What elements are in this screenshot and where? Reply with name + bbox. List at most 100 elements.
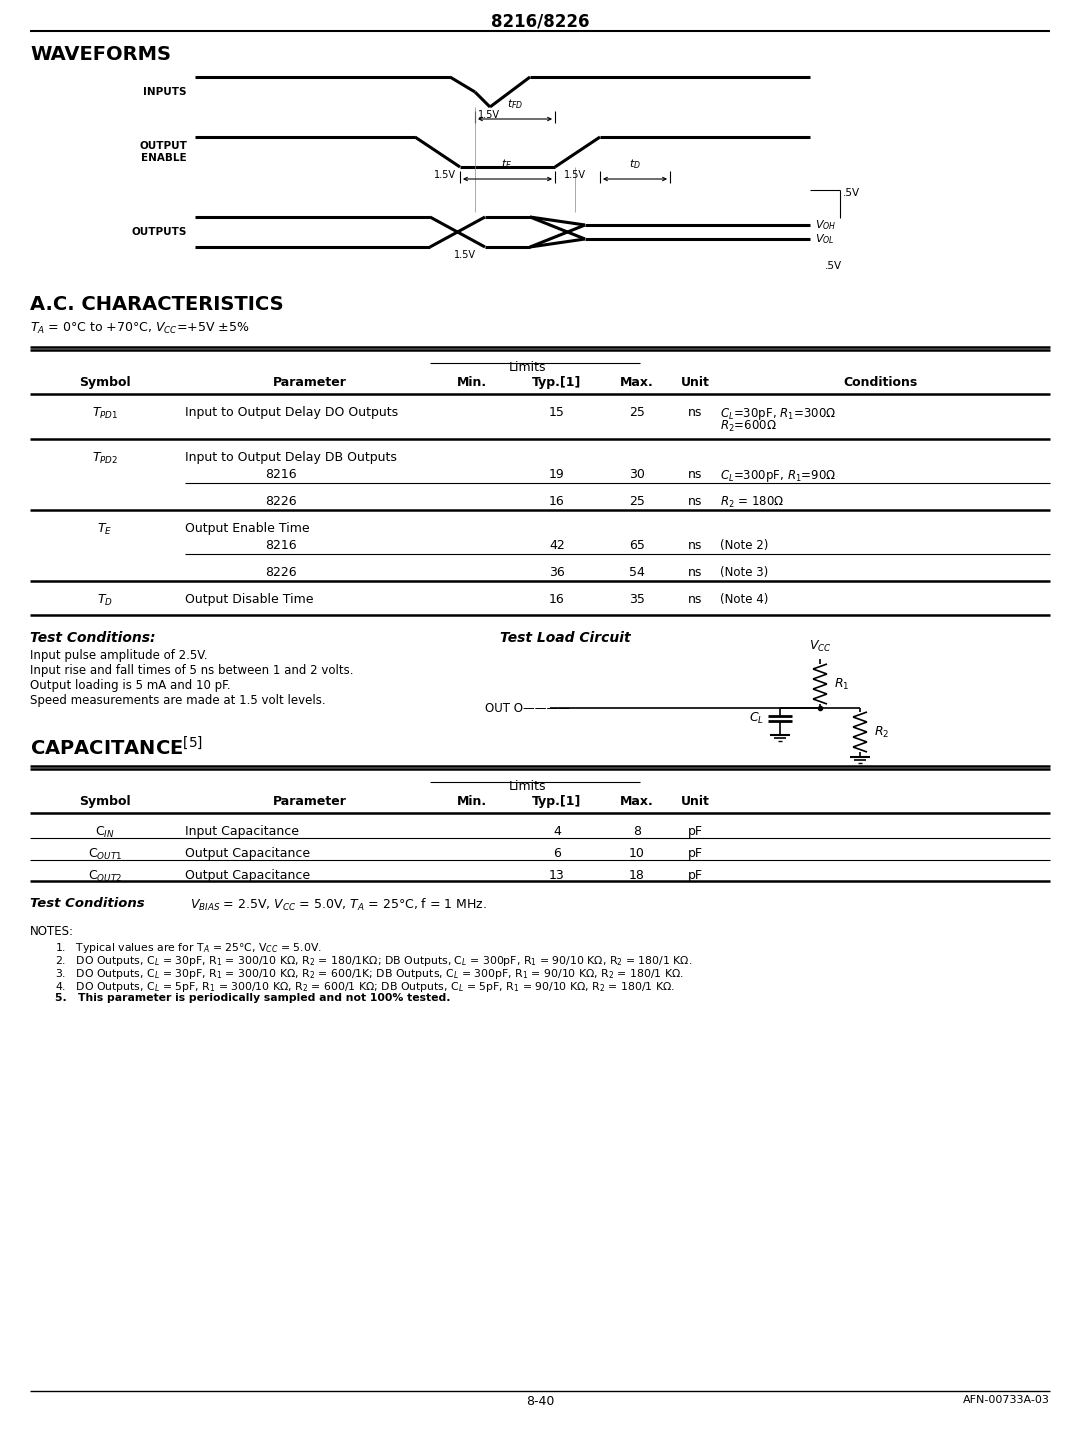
Text: 10: 10 (629, 847, 645, 860)
Text: NOTES:: NOTES: (30, 926, 75, 938)
Text: 1.5V: 1.5V (454, 250, 476, 260)
Text: Test Conditions:: Test Conditions: (30, 631, 156, 644)
Text: 4.   DO Outputs, C$_L$ = 5pF, R$_1$ = 300/10 KΩ, R$_2$ = 600/1 KΩ; DB Outputs, C: 4. DO Outputs, C$_L$ = 5pF, R$_1$ = 300/… (55, 980, 675, 994)
Text: Typ.[1]: Typ.[1] (532, 795, 582, 808)
Text: C$_{OUT1}$: C$_{OUT1}$ (87, 847, 122, 862)
Text: 8: 8 (633, 825, 642, 838)
Text: .5V: .5V (825, 261, 842, 271)
Text: Input Capacitance: Input Capacitance (185, 825, 299, 838)
Text: $R_2$=600Ω: $R_2$=600Ω (720, 419, 777, 435)
Text: Limits: Limits (509, 362, 545, 375)
Text: Output loading is 5 mA and 10 pF.: Output loading is 5 mA and 10 pF. (30, 679, 231, 692)
Text: 1.   Typical values are for T$_A$ = 25°C, V$_{CC}$ = 5.0V.: 1. Typical values are for T$_A$ = 25°C, … (55, 941, 322, 956)
Text: 8226: 8226 (265, 565, 297, 578)
Text: Parameter: Parameter (273, 376, 347, 389)
Text: Min.: Min. (457, 376, 487, 389)
Text: 19: 19 (549, 468, 565, 481)
Text: Parameter: Parameter (273, 795, 347, 808)
Text: 65: 65 (629, 540, 645, 552)
Text: .5V: .5V (843, 188, 860, 198)
Text: 5.   This parameter is periodically sampled and not 100% tested.: 5. This parameter is periodically sample… (55, 993, 450, 1003)
Text: Input rise and fall times of 5 ns between 1 and 2 volts.: Input rise and fall times of 5 ns betwee… (30, 664, 353, 677)
Text: Conditions: Conditions (842, 376, 917, 389)
Text: Min.: Min. (457, 795, 487, 808)
Text: 25: 25 (629, 406, 645, 419)
Text: 8-40: 8-40 (526, 1395, 554, 1408)
Text: AFN-00733A-03: AFN-00733A-03 (963, 1395, 1050, 1405)
Text: 54: 54 (629, 565, 645, 578)
Text: 8216: 8216 (265, 468, 297, 481)
Text: ns: ns (688, 565, 702, 578)
Text: (Note 2): (Note 2) (720, 540, 768, 552)
Text: 8216/8226: 8216/8226 (490, 13, 590, 32)
Text: 4: 4 (553, 825, 561, 838)
Text: Output Capacitance: Output Capacitance (185, 847, 310, 860)
Text: $V_{CC}$: $V_{CC}$ (809, 639, 832, 654)
Text: Output Enable Time: Output Enable Time (185, 522, 310, 535)
Text: $C_L$=300pF, $R_1$=90Ω: $C_L$=300pF, $R_1$=90Ω (720, 468, 836, 484)
Text: Typ.[1]: Typ.[1] (532, 376, 582, 389)
Text: Output Disable Time: Output Disable Time (185, 593, 313, 606)
Text: ns: ns (688, 593, 702, 606)
Text: 8216: 8216 (265, 540, 297, 552)
Text: (Note 3): (Note 3) (720, 565, 768, 578)
Text: Limits: Limits (509, 781, 545, 794)
Text: pF: pF (688, 825, 702, 838)
Text: $R_1$: $R_1$ (834, 676, 849, 692)
Text: 1.5V: 1.5V (478, 110, 500, 121)
Text: $T_A$ = 0°C to +70°C, $V_{CC}$=+5V ±5%: $T_A$ = 0°C to +70°C, $V_{CC}$=+5V ±5% (30, 321, 249, 336)
Text: 30: 30 (629, 468, 645, 481)
Text: $t_E$: $t_E$ (501, 158, 513, 171)
Text: 8226: 8226 (265, 495, 297, 508)
Text: Output Capacitance: Output Capacitance (185, 870, 310, 883)
Text: $C_L$: $C_L$ (748, 710, 764, 726)
Text: ns: ns (688, 540, 702, 552)
Text: (Note 4): (Note 4) (720, 593, 768, 606)
Text: OUTPUT
ENABLE: OUTPUT ENABLE (139, 141, 187, 162)
Text: $T_E$: $T_E$ (97, 522, 112, 537)
Text: 15: 15 (549, 406, 565, 419)
Text: OUTPUTS: OUTPUTS (132, 227, 187, 237)
Text: Unit: Unit (680, 795, 710, 808)
Text: Speed measurements are made at 1.5 volt levels.: Speed measurements are made at 1.5 volt … (30, 695, 326, 707)
Text: $V_{OH}$: $V_{OH}$ (815, 218, 836, 232)
Text: $R_2$ = 180Ω: $R_2$ = 180Ω (720, 495, 784, 509)
Text: $V_{BIAS}$ = 2.5V, $V_{CC}$ = 5.0V, $T_A$ = 25°C, f = 1 MHz.: $V_{BIAS}$ = 2.5V, $V_{CC}$ = 5.0V, $T_A… (190, 897, 487, 913)
Text: Symbol: Symbol (79, 795, 131, 808)
Text: 25: 25 (629, 495, 645, 508)
Text: C$_{IN}$: C$_{IN}$ (95, 825, 114, 839)
Text: Input to Output Delay DO Outputs: Input to Output Delay DO Outputs (185, 406, 399, 419)
Text: ns: ns (688, 468, 702, 481)
Text: $T_{PD2}$: $T_{PD2}$ (92, 451, 118, 466)
Text: Input to Output Delay DB Outputs: Input to Output Delay DB Outputs (185, 451, 396, 464)
Text: pF: pF (688, 847, 702, 860)
Text: C$_{OUT2}$: C$_{OUT2}$ (87, 870, 122, 884)
Text: 16: 16 (549, 495, 565, 508)
Text: Input pulse amplitude of 2.5V.: Input pulse amplitude of 2.5V. (30, 649, 207, 662)
Text: $t_D$: $t_D$ (629, 158, 640, 171)
Text: Test Conditions: Test Conditions (30, 897, 145, 910)
Text: $t_{FD}$: $t_{FD}$ (507, 98, 523, 110)
Text: 2.   DO Outputs, C$_L$ = 30pF, R$_1$ = 300/10 KΩ, R$_2$ = 180/1KΩ; DB Outputs, C: 2. DO Outputs, C$_L$ = 30pF, R$_1$ = 300… (55, 954, 692, 969)
Text: INPUTS: INPUTS (144, 88, 187, 98)
Text: 16: 16 (549, 593, 565, 606)
Text: $T_{PD1}$: $T_{PD1}$ (92, 406, 118, 420)
Text: $T_D$: $T_D$ (97, 593, 113, 608)
Text: Test Load Circuit: Test Load Circuit (500, 631, 631, 644)
Text: A.C. CHARACTERISTICS: A.C. CHARACTERISTICS (30, 296, 284, 314)
Text: 35: 35 (629, 593, 645, 606)
Text: Max.: Max. (620, 795, 653, 808)
Text: 6: 6 (553, 847, 561, 860)
Text: ns: ns (688, 495, 702, 508)
Text: $R_2$: $R_2$ (874, 725, 889, 739)
Text: CAPACITANCE$^{[5]}$: CAPACITANCE$^{[5]}$ (30, 736, 203, 759)
Text: WAVEFORMS: WAVEFORMS (30, 44, 171, 65)
Text: Symbol: Symbol (79, 376, 131, 389)
Text: 36: 36 (549, 565, 565, 578)
Text: 1.5V: 1.5V (434, 169, 456, 179)
Text: 42: 42 (549, 540, 565, 552)
Text: OUT O————: OUT O———— (485, 702, 570, 715)
Text: 1.5V: 1.5V (564, 169, 586, 179)
Text: Unit: Unit (680, 376, 710, 389)
Text: $C_L$=30pF, $R_1$=300Ω: $C_L$=30pF, $R_1$=300Ω (720, 406, 836, 422)
